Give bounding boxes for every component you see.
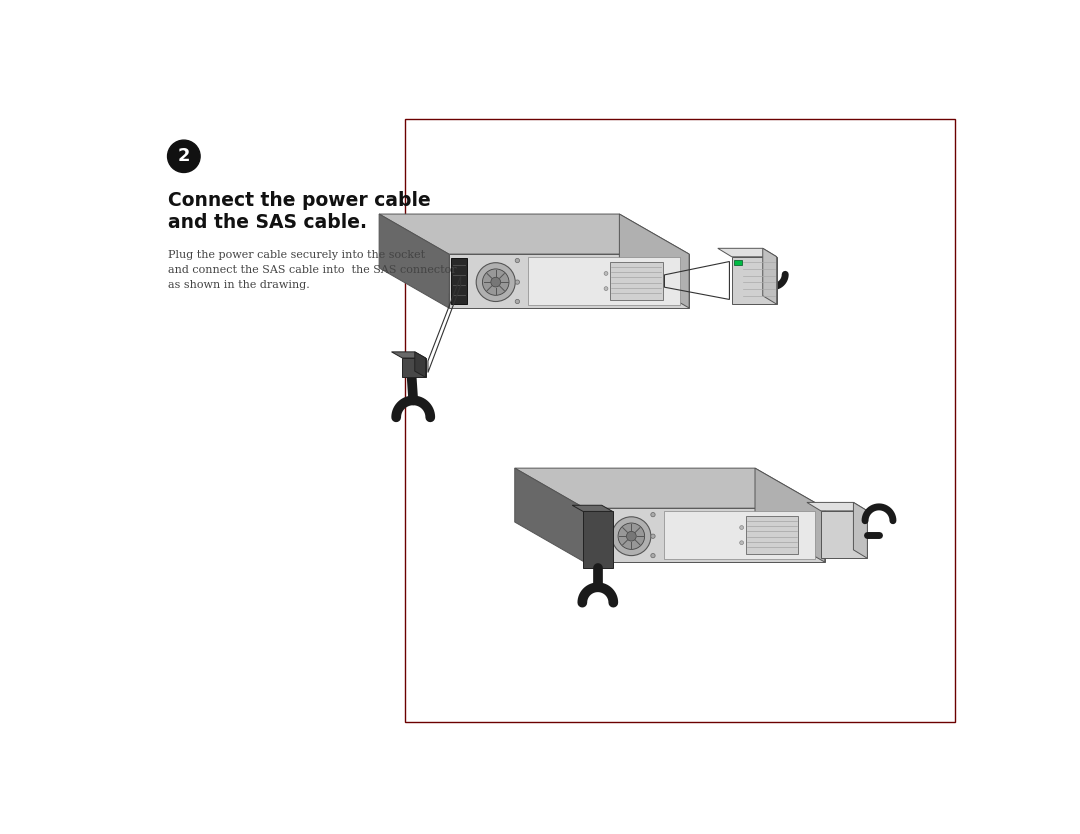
Circle shape — [515, 299, 519, 304]
Bar — [664, 511, 815, 559]
Text: Connect the power cable: Connect the power cable — [167, 191, 430, 210]
Text: Plug the power cable securely into the socket
and connect the SAS cable into  th: Plug the power cable securely into the s… — [167, 250, 456, 290]
Circle shape — [476, 263, 515, 302]
Bar — [528, 258, 679, 304]
Polygon shape — [755, 468, 825, 562]
Polygon shape — [853, 502, 867, 558]
Circle shape — [483, 269, 509, 295]
Polygon shape — [379, 214, 449, 308]
Circle shape — [604, 287, 608, 290]
Polygon shape — [449, 254, 689, 308]
Circle shape — [515, 259, 519, 263]
Bar — [610, 262, 663, 300]
Polygon shape — [732, 257, 777, 304]
Polygon shape — [572, 505, 612, 511]
Polygon shape — [379, 214, 689, 254]
Circle shape — [618, 523, 645, 550]
Circle shape — [604, 272, 608, 275]
Bar — [586, 512, 603, 558]
Text: 2: 2 — [177, 148, 190, 165]
Polygon shape — [584, 508, 825, 562]
Polygon shape — [515, 468, 825, 508]
Circle shape — [651, 512, 656, 517]
Circle shape — [740, 525, 743, 530]
Polygon shape — [583, 511, 612, 568]
Polygon shape — [415, 352, 426, 377]
Bar — [734, 260, 742, 265]
Circle shape — [740, 540, 743, 545]
Circle shape — [626, 531, 636, 541]
Circle shape — [651, 554, 656, 558]
Polygon shape — [566, 548, 819, 562]
Polygon shape — [718, 249, 777, 257]
Polygon shape — [619, 214, 689, 308]
Circle shape — [490, 277, 501, 287]
Polygon shape — [392, 352, 426, 358]
Circle shape — [515, 280, 519, 284]
Bar — [745, 516, 798, 554]
Circle shape — [611, 517, 651, 555]
Circle shape — [167, 140, 200, 173]
Bar — [405, 119, 955, 722]
Text: and the SAS cable.: and the SAS cable. — [167, 214, 366, 233]
Polygon shape — [762, 249, 777, 304]
Polygon shape — [431, 294, 683, 308]
Bar — [451, 259, 467, 304]
Polygon shape — [821, 511, 867, 558]
Polygon shape — [515, 468, 584, 562]
Polygon shape — [403, 358, 426, 377]
Polygon shape — [807, 502, 867, 511]
Circle shape — [651, 534, 656, 539]
